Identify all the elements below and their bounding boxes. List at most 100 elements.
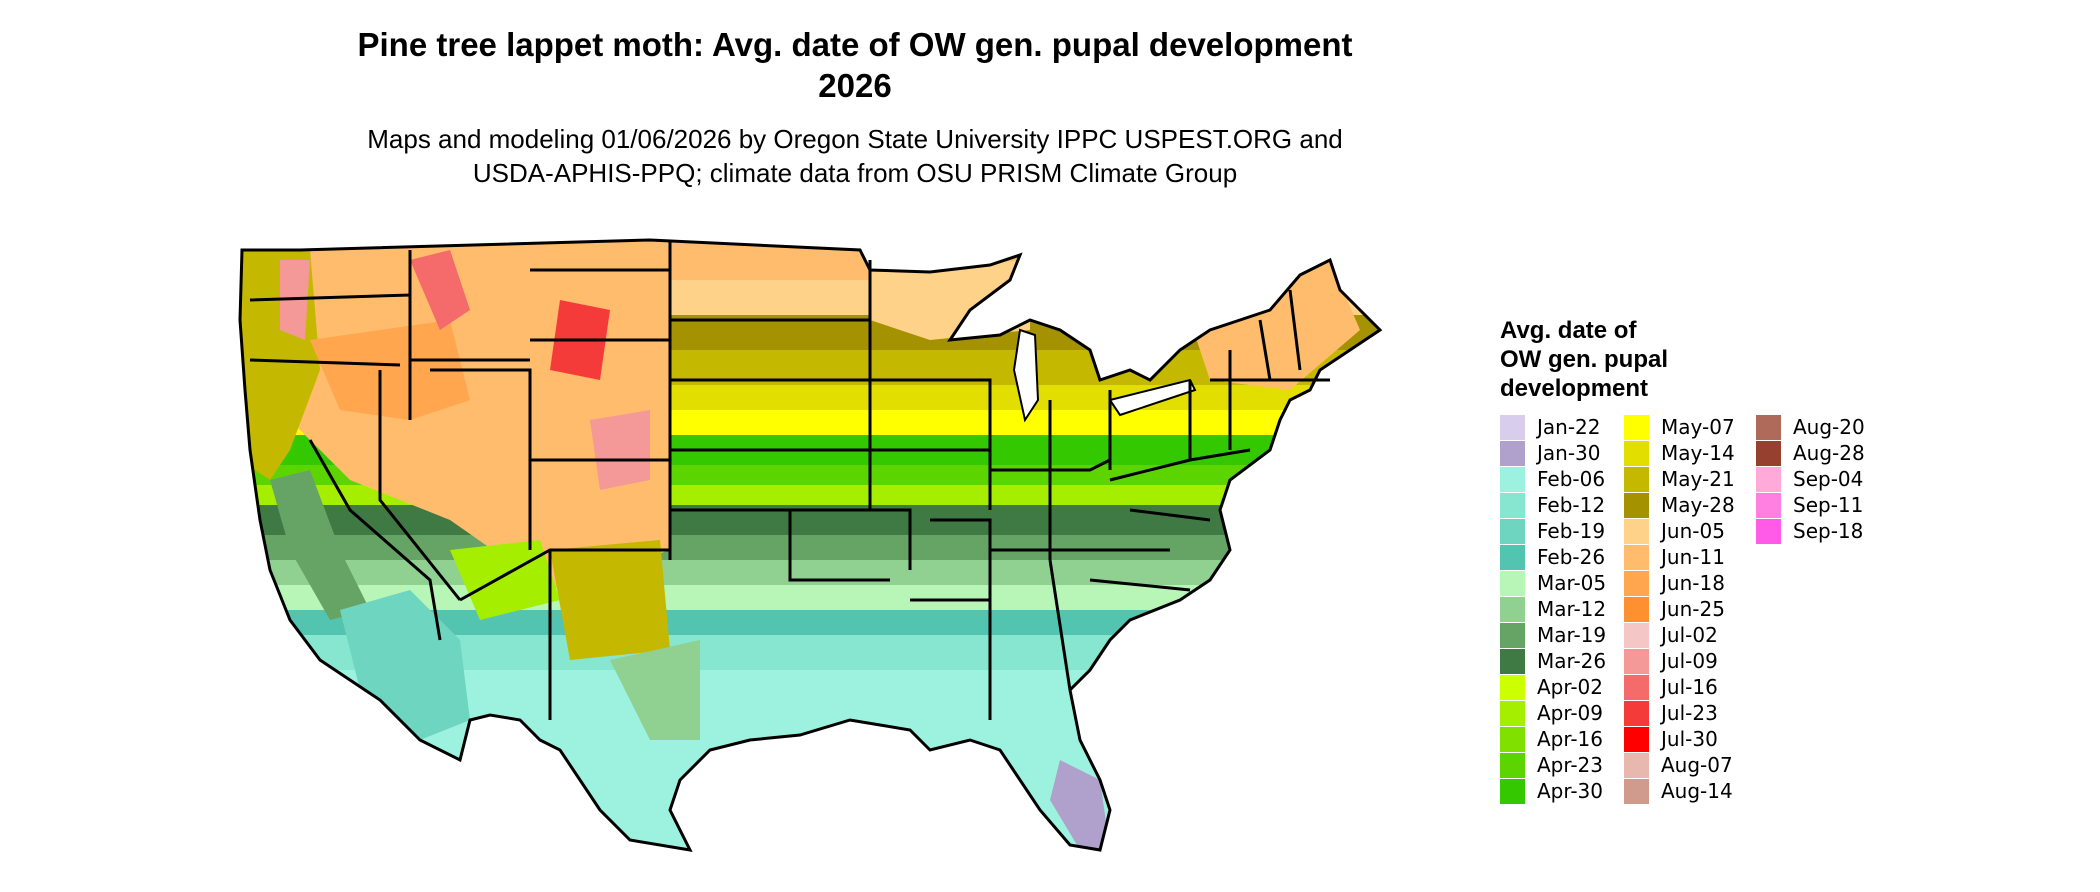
legend-label: May-07 (1661, 415, 1735, 439)
legend-label: Sep-18 (1793, 519, 1864, 543)
legend-swatch (1624, 700, 1649, 726)
legend-item: Sep-11 (1756, 492, 1865, 518)
legend-swatch (1624, 648, 1649, 674)
legend-label: Feb-12 (1537, 493, 1606, 517)
legend-swatch (1500, 700, 1525, 726)
legend-column-2: May-07 May-14 May-21 May-28 Jun-05 Jun-11 Jun-… (1624, 414, 1735, 804)
region-rockies-high (410, 250, 470, 330)
legend-label: Apr-30 (1537, 779, 1603, 803)
legend-swatch (1624, 752, 1649, 778)
legend-item: May-14 (1624, 440, 1735, 466)
legend-label: Aug-07 (1661, 753, 1733, 777)
legend-swatch (1624, 544, 1649, 570)
region-central-valley (270, 470, 370, 620)
legend-swatch (1624, 518, 1649, 544)
legend-label: May-28 (1661, 493, 1735, 517)
legend-label: Mar-05 (1537, 571, 1607, 595)
legend-swatch (1500, 622, 1525, 648)
region-new-mexico (550, 540, 670, 660)
legend-label: May-21 (1661, 467, 1735, 491)
legend-item: May-21 (1624, 466, 1735, 492)
legend-swatch (1756, 466, 1781, 492)
legend-swatch (1624, 466, 1649, 492)
legend-swatch (1500, 570, 1525, 596)
legend-item: Apr-30 (1500, 778, 1606, 804)
map-subtitle-line-1: Maps and modeling 01/06/2026 by Oregon S… (367, 124, 1343, 154)
state-boundaries (238, 238, 1382, 852)
legend-item: Jul-09 (1624, 648, 1735, 674)
legend-swatch (1624, 622, 1649, 648)
legend-label: Apr-09 (1537, 701, 1603, 725)
legend-item: Aug-07 (1624, 752, 1735, 778)
map-subtitle-line-2: USDA-APHIS-PPQ; climate data from OSU PR… (472, 158, 1238, 188)
legend-swatch (1500, 492, 1525, 518)
map-subtitle: Maps and modeling 01/06/2026 by Oregon S… (250, 122, 1460, 190)
legend-swatch (1624, 440, 1649, 466)
legend-item: Jul-16 (1624, 674, 1735, 700)
legend-swatch (1624, 726, 1649, 752)
legend-swatch (1500, 518, 1525, 544)
map-legend: Avg. date of OW gen. pupal development J… (1500, 316, 1920, 816)
map-title-line-1: Pine tree lappet moth: Avg. date of OW g… (357, 26, 1353, 63)
legend-label: Feb-26 (1537, 545, 1606, 569)
legend-title: Avg. date of OW gen. pupal development (1500, 317, 1668, 402)
legend-item: Jun-11 (1624, 544, 1735, 570)
legend-swatch (1500, 778, 1525, 804)
legend-item: Jun-25 (1624, 596, 1735, 622)
legend-swatch (1500, 726, 1525, 752)
legend-label: Jul-23 (1661, 701, 1718, 725)
legend-swatch (1756, 440, 1781, 466)
legend-item: Mar-26 (1500, 648, 1606, 674)
legend-label: Jul-16 (1661, 675, 1718, 699)
legend-swatch (1500, 752, 1525, 778)
legend-item: Jan-22 (1500, 414, 1606, 440)
legend-label: Feb-06 (1537, 467, 1606, 491)
legend-label: Jul-02 (1661, 623, 1718, 647)
legend-column-1: Jan-22 Jan-30 Feb-06 Feb-12 Feb-19 Feb-26 Mar-… (1500, 414, 1606, 804)
legend-swatch (1624, 778, 1649, 804)
region-west-texas (610, 640, 700, 740)
legend-swatch (1500, 544, 1525, 570)
legend-label: Apr-23 (1537, 753, 1603, 777)
legend-swatch (1624, 596, 1649, 622)
legend-label: Jun-25 (1661, 597, 1725, 621)
legend-label: Jun-11 (1661, 545, 1725, 569)
legend-item: Aug-28 (1756, 440, 1865, 466)
legend-label: Jan-22 (1537, 415, 1601, 439)
legend-swatch (1756, 518, 1781, 544)
legend-label: Mar-26 (1537, 649, 1607, 673)
legend-item: Jul-30 (1624, 726, 1735, 752)
legend-item: Aug-14 (1624, 778, 1735, 804)
legend-item: Aug-20 (1756, 414, 1865, 440)
legend-label: Jul-09 (1661, 649, 1718, 673)
legend-item: Mar-12 (1500, 596, 1606, 622)
lake-michigan (1012, 328, 1040, 423)
legend-item: Mar-05 (1500, 570, 1606, 596)
legend-item: Apr-16 (1500, 726, 1606, 752)
legend-label: Mar-19 (1537, 623, 1607, 647)
region-south-florida (1050, 760, 1110, 850)
legend-item: Feb-19 (1500, 518, 1606, 544)
legend-item: Feb-12 (1500, 492, 1606, 518)
legend-label: Apr-02 (1537, 675, 1603, 699)
legend-label: Sep-04 (1793, 467, 1864, 491)
legend-item: Sep-04 (1756, 466, 1865, 492)
legend-label: Feb-19 (1537, 519, 1606, 543)
legend-swatch (1624, 414, 1649, 440)
legend-swatch (1624, 674, 1649, 700)
legend-swatch (1756, 414, 1781, 440)
legend-label: Aug-14 (1661, 779, 1733, 803)
legend-item: Jun-05 (1624, 518, 1735, 544)
us-phenology-map (238, 238, 1382, 852)
legend-label: Jun-18 (1661, 571, 1725, 595)
legend-label: Mar-12 (1537, 597, 1607, 621)
legend-label: Sep-11 (1793, 493, 1864, 517)
legend-label: Apr-16 (1537, 727, 1603, 751)
legend-item: Sep-18 (1756, 518, 1865, 544)
legend-swatch (1756, 492, 1781, 518)
region-northeast-highlands (1190, 260, 1360, 390)
legend-swatch (1500, 414, 1525, 440)
legend-label: Jul-30 (1661, 727, 1718, 751)
legend-label: May-14 (1661, 441, 1735, 465)
legend-item: Jul-02 (1624, 622, 1735, 648)
